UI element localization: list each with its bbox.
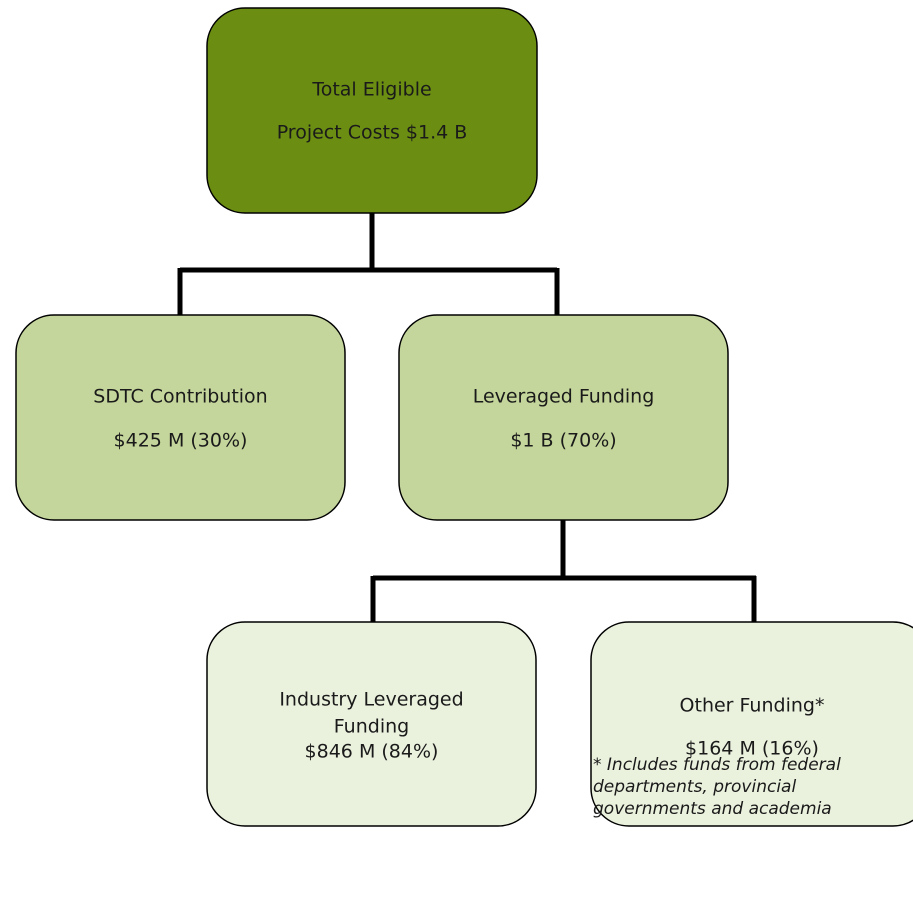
footnote: * Includes funds from federal [593,755,841,775]
node-label: $425 M (30%) [114,430,248,452]
node-label: SDTC Contribution [93,386,267,408]
node-label: $164 M (16%) [685,738,819,760]
node-label: $1 B (70%) [510,430,616,452]
connector [370,520,757,623]
node-label: Leveraged Funding [473,386,655,408]
node-box [206,621,537,827]
node-box [398,314,729,521]
node-label: Funding [334,716,409,738]
node-label: Project Costs $1.4 B [277,122,468,144]
node-box [15,314,346,521]
node-label: Other Funding* [680,695,825,717]
node-box [590,621,913,827]
footnote: governments and academia [593,799,832,819]
node-label: Industry Leveraged [279,689,463,711]
connector [177,213,560,316]
footnote: departments, provincial [593,777,796,797]
connectors [177,213,757,623]
node-label: Total Eligible [311,79,431,101]
node-box [206,7,538,214]
node-label: $846 M (84%) [305,741,439,763]
